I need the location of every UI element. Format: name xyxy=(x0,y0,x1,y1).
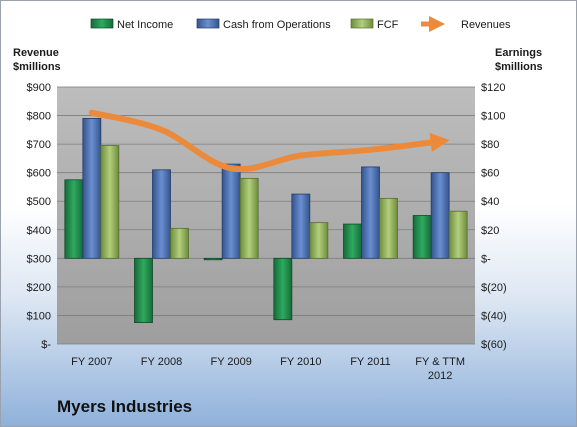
cash-from-operations-bar xyxy=(291,193,311,259)
left-tick-label: $800 xyxy=(27,111,51,123)
gridlines xyxy=(57,86,475,345)
left-tick-label: $100 xyxy=(27,310,51,322)
x-tick-label: FY 2009 xyxy=(210,356,251,368)
left-tick-label: $500 xyxy=(27,196,51,208)
cash-from-operations-bar xyxy=(152,169,171,259)
net-income-bar xyxy=(203,257,223,261)
right-axis-ticks: $(60) $(40) $(20) $- $20 $40 $60 $80 $100 $120 xyxy=(481,82,507,351)
company-name: Myers Industries xyxy=(57,397,193,416)
left-tick-label: $300 xyxy=(27,253,51,265)
right-tick-label: $(20) xyxy=(481,282,507,294)
right-tick-label: $(60) xyxy=(481,339,507,351)
left-tick-label: $700 xyxy=(27,139,51,151)
right-tick-label: $40 xyxy=(481,196,499,208)
x-tick-label: FY 2008 xyxy=(141,356,182,368)
legend: Net Income Cash from Operations FCF Reve… xyxy=(90,15,511,32)
fcf-bar xyxy=(448,210,468,259)
x-tick-label: FY & TTM 2012 xyxy=(415,356,465,382)
right-tick-label: $60 xyxy=(481,168,499,180)
net-income-bar xyxy=(64,179,84,259)
left-tick-label: $- xyxy=(41,339,51,351)
left-tick-label: $400 xyxy=(27,225,51,237)
net-income-bar xyxy=(343,223,362,259)
fcf-bar xyxy=(100,145,120,259)
left-axis-label-line1: Revenue xyxy=(13,47,59,59)
right-tick-label: $(40) xyxy=(481,310,507,322)
cash-from-operations-bar xyxy=(361,166,380,259)
net-income-bar xyxy=(412,215,432,259)
net-income-bar xyxy=(273,257,293,321)
right-axis-label-line1: Earnings xyxy=(495,47,542,59)
plot-area xyxy=(57,87,475,344)
right-tick-label: $80 xyxy=(481,139,499,151)
fcf-bar xyxy=(309,222,329,259)
cash-from-operations-bar xyxy=(82,118,102,259)
left-tick-label: $600 xyxy=(27,168,51,180)
right-tick-label: $100 xyxy=(481,111,505,123)
fcf-bar xyxy=(170,227,189,259)
left-tick-label: $200 xyxy=(27,282,51,294)
legend-swatch-net-income xyxy=(90,18,114,29)
fcf-bar xyxy=(239,177,259,259)
x-tick-label: FY 2010 xyxy=(280,356,321,368)
left-axis-ticks: $- $100 $200 $300 $400 $500 $600 $700 $800 $900 xyxy=(27,82,52,351)
revenues-line xyxy=(88,109,450,173)
legend-label-cash-from-operations: Cash from Operations xyxy=(223,19,331,31)
right-tick-label: $- xyxy=(481,253,491,265)
x-tick-label: FY 2011 xyxy=(350,356,391,368)
x-tick-label: FY 2007 xyxy=(71,356,112,368)
revenues-line-group xyxy=(88,109,450,173)
fcf-bar xyxy=(379,197,398,259)
bars xyxy=(64,118,468,323)
right-axis-label-line2: $millions xyxy=(495,61,543,73)
legend-label-fcf: FCF xyxy=(377,19,399,31)
legend-swatch-cash-from-operations xyxy=(196,18,220,29)
legend-label-net-income: Net Income xyxy=(117,19,173,31)
right-tick-label: $120 xyxy=(481,82,505,94)
cash-from-operations-bar xyxy=(221,163,241,259)
right-tick-label: $20 xyxy=(481,225,499,237)
legend-swatch-fcf xyxy=(350,18,374,29)
legend-label-revenues: Revenues xyxy=(461,19,511,31)
x-axis-ticks: FY 2007 FY 2008 FY 2009 FY 2010 FY 2011 FY & … xyxy=(71,356,465,382)
left-axis-label-line2: $millions xyxy=(13,61,61,73)
left-tick-label: $900 xyxy=(27,82,51,94)
cash-from-operations-bar xyxy=(430,172,450,259)
net-income-bar xyxy=(134,257,153,323)
